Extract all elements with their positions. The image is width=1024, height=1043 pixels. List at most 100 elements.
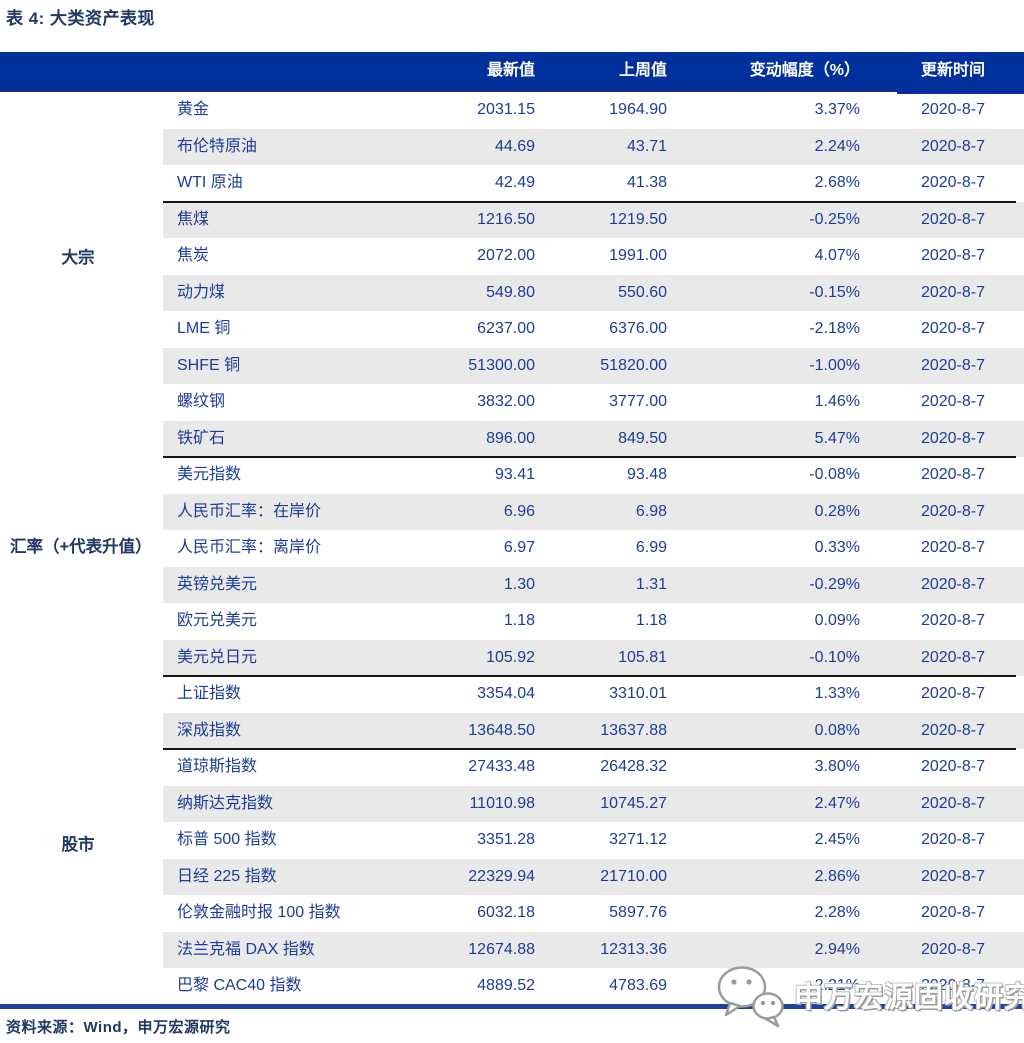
table-body: 黄金 2031.15 1964.90 3.37% 2020-8-7 布伦特原油 44.69 4… [0, 92, 1024, 1005]
table-row: 焦煤 1216.50 1219.50 -0.25% 2020-8-7 [0, 200, 1024, 238]
update-date: 2020-8-7 [920, 758, 985, 775]
update-date: 2020-8-7 [860, 420, 1024, 457]
asset-name: 美元指数 [177, 466, 242, 483]
previous-week-value: 10745.27 [535, 785, 667, 822]
change-pct-value: 2.28% [814, 904, 860, 921]
update-date: 2020-8-7 [860, 566, 1024, 603]
latest-value: 93.41 [494, 466, 535, 483]
update-date: 2020-8-7 [920, 466, 985, 483]
previous-week-value: 4783.69 [609, 977, 667, 994]
table-row: 美元指数 93.41 93.48 -0.08% 2020-8-7 [0, 456, 1024, 494]
change-pct-value: 0.28% [667, 493, 860, 530]
row-category-cell [0, 931, 163, 968]
latest-value: 1216.50 [380, 201, 535, 238]
table-row: 布伦特原油 44.69 43.71 2.24% 2020-8-7 [0, 128, 1024, 165]
update-date: 2020-8-7 [920, 685, 985, 702]
column-header-latest: 最新值 [486, 62, 535, 79]
latest-value: 6.97 [503, 539, 535, 556]
group-separator-line [163, 675, 1016, 677]
previous-week-value: 51820.00 [535, 347, 667, 384]
row-category-cell [0, 639, 163, 676]
asset-name: 深成指数 [163, 712, 380, 749]
change-pct-value: -0.25% [667, 201, 860, 238]
previous-week-value: 93.48 [626, 466, 667, 483]
row-category-cell [0, 128, 163, 165]
change-pct-value: 0.09% [814, 612, 860, 629]
update-date: 2020-8-7 [860, 274, 1024, 311]
row-category-cell [0, 858, 163, 895]
update-date: 2020-8-7 [920, 174, 985, 191]
header-cell-name [163, 52, 380, 90]
update-date: 2020-8-7 [860, 712, 1024, 749]
change-pct-value: 0.33% [814, 539, 860, 556]
change-pct-value: 2.47% [667, 785, 860, 822]
watermark-text: 申万宏源固收研究 [794, 982, 1024, 1014]
latest-value: 105.92 [380, 639, 535, 676]
update-date: 2020-8-7 [860, 858, 1024, 895]
change-pct-value: 2.24% [667, 128, 860, 165]
row-category-cell [0, 822, 163, 859]
update-date: 2020-8-7 [920, 904, 985, 921]
table-row: 标普 500 指数 3351.28 3271.12 2.45% 2020-8-7 [0, 822, 1024, 859]
latest-value: 896.00 [380, 420, 535, 457]
previous-week-value: 105.81 [535, 639, 667, 676]
asset-name: 布伦特原油 [163, 128, 380, 165]
header-cell-category [0, 52, 163, 90]
asset-name: 铁矿石 [163, 420, 380, 457]
column-header-change-pct: 变动幅度（%） [749, 62, 860, 79]
previous-week-value: 3271.12 [609, 831, 667, 848]
change-pct-value: 0.08% [667, 712, 860, 749]
row-category-cell [0, 347, 163, 384]
previous-week-value: 1219.50 [535, 201, 667, 238]
row-category-cell [0, 968, 163, 1005]
latest-value: 42.49 [494, 174, 535, 191]
latest-value: 1.30 [380, 566, 535, 603]
change-pct-value: -0.29% [667, 566, 860, 603]
previous-week-value: 1964.90 [609, 101, 667, 118]
row-category-cell [0, 384, 163, 421]
row-category-cell [0, 311, 163, 348]
previous-week-value: 5897.76 [609, 904, 667, 921]
row-category-cell [0, 420, 163, 457]
row-group-label-equities: 股市 [61, 836, 95, 854]
change-pct-value: -1.00% [667, 347, 860, 384]
row-category-cell [0, 92, 163, 129]
row-category-cell [0, 165, 163, 202]
change-pct-value: -0.15% [667, 274, 860, 311]
update-date: 2020-8-7 [860, 128, 1024, 165]
latest-value: 11010.98 [380, 785, 535, 822]
latest-value: 51300.00 [380, 347, 535, 384]
column-header-update-time: 更新时间 [920, 62, 985, 79]
asset-name: 英镑兑美元 [163, 566, 380, 603]
latest-value: 1.18 [503, 612, 535, 629]
update-date: 2020-8-7 [920, 977, 985, 994]
change-pct-value: 1.46% [814, 393, 860, 410]
table-row: 深成指数 13648.50 13637.88 0.08% 2020-8-7 [0, 712, 1024, 749]
wechat-icon [717, 966, 784, 1028]
asset-name: 道琼斯指数 [177, 758, 258, 775]
previous-week-value: 12313.36 [535, 931, 667, 968]
previous-week-value: 13637.88 [535, 712, 667, 749]
asset-name: LME 铜 [177, 320, 231, 337]
asset-name: 法兰克福 DAX 指数 [163, 931, 380, 968]
row-group-label-commodities: 大宗 [61, 249, 95, 267]
row-category-cell [0, 530, 163, 567]
table-row: 黄金 2031.15 1964.90 3.37% 2020-8-7 [0, 92, 1024, 129]
asset-name: 欧元兑美元 [177, 612, 258, 629]
update-date: 2020-8-7 [920, 247, 985, 264]
latest-value: 6032.18 [477, 904, 535, 921]
latest-value: 549.80 [380, 274, 535, 311]
update-date: 2020-8-7 [920, 612, 985, 629]
asset-name: 巴黎 CAC40 指数 [177, 977, 302, 994]
latest-value: 13648.50 [380, 712, 535, 749]
update-date: 2020-8-7 [920, 539, 985, 556]
table-bottom-border [0, 1004, 1024, 1009]
asset-name: 美元兑日元 [163, 639, 380, 676]
table-row: 动力煤 549.80 550.60 -0.15% 2020-8-7 [0, 274, 1024, 311]
asset-name: 螺纹钢 [177, 393, 226, 410]
previous-week-value: 1.18 [635, 612, 667, 629]
previous-week-value: 26428.32 [600, 758, 667, 775]
latest-value: 44.69 [380, 128, 535, 165]
latest-value: 27433.48 [468, 758, 535, 775]
previous-week-value: 41.38 [626, 174, 667, 191]
